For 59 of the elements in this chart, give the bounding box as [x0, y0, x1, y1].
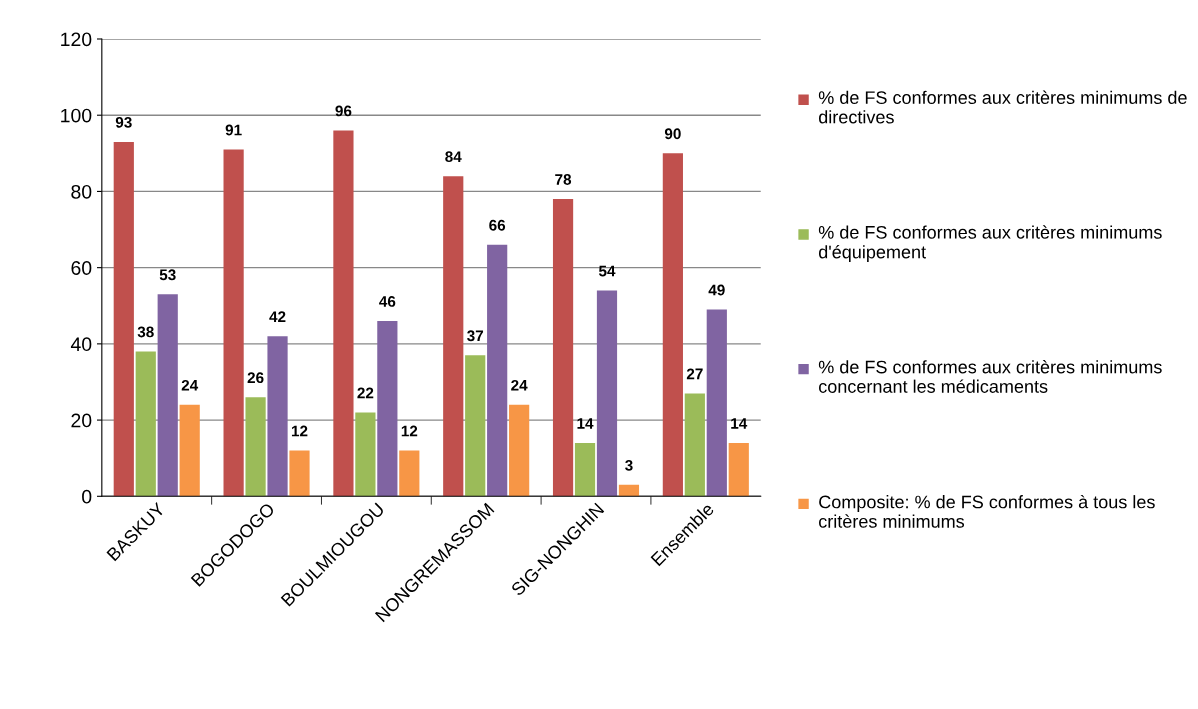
bar	[355, 412, 376, 497]
legend-label: % de FS conformes aux critères minimums d'équipement	[818, 225, 1162, 262]
y-tick-label: 40	[70, 337, 92, 352]
data-label: 37	[467, 330, 484, 342]
data-label: 12	[401, 425, 418, 437]
bar	[509, 404, 530, 497]
bar	[267, 336, 288, 497]
data-label: 24	[181, 379, 199, 391]
data-label: 22	[357, 387, 374, 399]
bar	[443, 176, 464, 497]
data-label: 3	[625, 459, 633, 471]
data-label: 46	[379, 296, 396, 307]
data-label: 84	[445, 151, 462, 163]
data-label: 12	[291, 425, 308, 437]
bar	[684, 393, 705, 497]
bar	[552, 199, 574, 497]
bar	[289, 450, 310, 497]
y-tick-label: 120	[61, 32, 92, 47]
bar	[135, 351, 156, 497]
data-label: 42	[269, 311, 286, 322]
bar	[333, 130, 354, 497]
bar	[596, 290, 618, 497]
y-tick-label: 0	[82, 489, 92, 504]
data-label: 53	[159, 269, 176, 281]
data-label: 78	[555, 174, 572, 185]
bar	[465, 355, 486, 497]
legend-label: % de FS conformes aux critères minimums de directives	[818, 90, 1187, 124]
bar	[245, 397, 266, 497]
data-label: 14	[731, 418, 748, 429]
data-label: 90	[664, 128, 681, 140]
bar	[487, 244, 508, 497]
data-label: 91	[225, 124, 242, 136]
bar	[113, 141, 134, 497]
bar	[179, 404, 200, 497]
data-label: 93	[115, 116, 132, 128]
bar	[618, 484, 640, 497]
y-tick-label: 60	[71, 261, 92, 275]
legend-label: Composite: % de FS conformes à tous les critères minimums	[819, 494, 1155, 528]
bar	[574, 442, 596, 497]
bar	[223, 149, 244, 497]
data-label: 27	[686, 368, 703, 380]
data-label: 26	[247, 372, 264, 384]
data-label: 54	[598, 265, 616, 277]
bar	[706, 309, 727, 497]
data-label: 38	[137, 326, 154, 338]
data-label: 24	[511, 379, 528, 391]
bar	[728, 442, 749, 497]
data-label: 96	[335, 105, 352, 117]
y-tick-label: 100	[61, 108, 92, 123]
y-tick-label: 80	[71, 184, 92, 199]
bar	[399, 450, 420, 497]
data-label: 66	[489, 219, 506, 231]
data-label: 14	[577, 418, 594, 429]
bar	[377, 321, 398, 497]
legend-label: % de FS conformes aux critères minimums concernant les médicaments	[818, 359, 1162, 393]
data-label: 49	[708, 284, 725, 296]
y-tick-label: 20	[71, 413, 92, 428]
bar	[662, 153, 683, 497]
bar	[157, 294, 178, 497]
